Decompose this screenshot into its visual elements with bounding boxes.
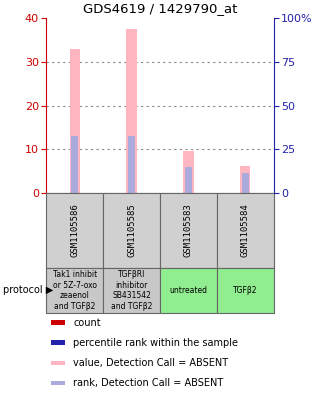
Text: count: count	[73, 318, 101, 328]
Bar	[51, 380, 65, 386]
Bar	[128, 136, 135, 193]
Bar	[160, 193, 217, 268]
Text: value, Detection Call = ABSENT: value, Detection Call = ABSENT	[73, 358, 228, 368]
Text: Tak1 inhibit
or 5Z-7-oxo
zeaenol
and TGFβ2: Tak1 inhibit or 5Z-7-oxo zeaenol and TGF…	[53, 270, 97, 310]
Bar	[240, 166, 250, 193]
Bar	[217, 268, 274, 313]
Text: protocol ▶: protocol ▶	[3, 285, 53, 296]
Bar	[70, 49, 80, 193]
Text: GSM1105585: GSM1105585	[127, 204, 136, 257]
Bar	[183, 151, 194, 193]
Bar	[51, 340, 65, 345]
Bar	[103, 193, 160, 268]
Text: TGFβRI
inhibitor
SB431542
and TGFβ2: TGFβRI inhibitor SB431542 and TGFβ2	[111, 270, 152, 310]
Title: GDS4619 / 1429790_at: GDS4619 / 1429790_at	[83, 2, 237, 15]
Text: rank, Detection Call = ABSENT: rank, Detection Call = ABSENT	[73, 378, 224, 388]
Bar	[242, 173, 249, 193]
Text: TGFβ2: TGFβ2	[233, 286, 258, 295]
Bar	[217, 193, 274, 268]
Text: untreated: untreated	[169, 286, 207, 295]
Bar	[71, 136, 78, 193]
Bar	[46, 268, 103, 313]
Text: percentile rank within the sample: percentile rank within the sample	[73, 338, 238, 348]
Bar	[46, 193, 103, 268]
Bar	[103, 268, 160, 313]
Text: GSM1105584: GSM1105584	[241, 204, 250, 257]
Bar	[160, 268, 217, 313]
Bar	[51, 320, 65, 325]
Bar	[51, 360, 65, 365]
Bar	[126, 29, 137, 193]
Bar	[185, 167, 192, 193]
Text: GSM1105586: GSM1105586	[70, 204, 79, 257]
Text: GSM1105583: GSM1105583	[184, 204, 193, 257]
